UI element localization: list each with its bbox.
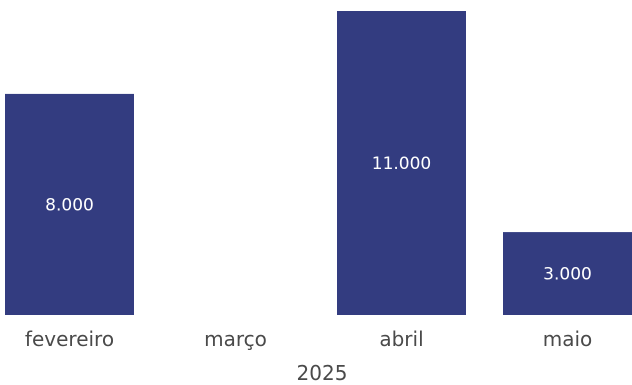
x-tick-label: fevereiro: [25, 327, 114, 351]
x-tick-label: março: [204, 327, 267, 351]
bar-value-label: 11.000: [372, 154, 431, 174]
bar-value-label: 8.000: [45, 195, 94, 215]
bar: [337, 11, 466, 315]
x-tick-label: abril: [379, 327, 423, 351]
x-tick-labels-layer: fevereiro março abril maio: [25, 327, 592, 351]
bar-value-label: 3.000: [543, 265, 592, 285]
x-axis-label: 2025: [297, 361, 348, 385]
bar: [5, 93, 134, 315]
bars-layer: [5, 11, 632, 315]
x-tick-label: maio: [543, 327, 593, 351]
bar: [503, 232, 632, 315]
value-labels-layer: 8.000 11.000 3.000: [45, 154, 592, 285]
